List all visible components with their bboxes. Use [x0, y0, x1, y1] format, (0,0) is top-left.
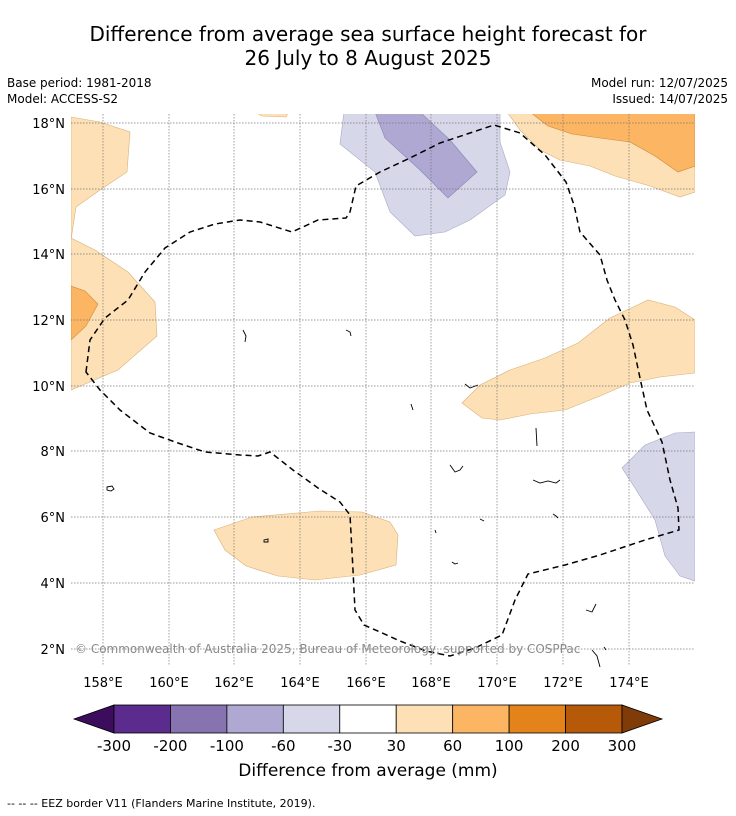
lat-tick-label: 10°N — [32, 380, 65, 395]
colorbar-segment — [113, 704, 171, 734]
lat-tick-label: 8°N — [41, 445, 66, 460]
colorbar-tick-label: -100 — [210, 737, 244, 755]
copyright-notice: © Commonwealth of Australia 2025, Bureau… — [75, 642, 580, 656]
colorbar-segment — [282, 704, 341, 734]
anomaly-region-bottom-center — [213, 510, 399, 581]
model-run: Model run: 12/07/2025 — [590, 76, 728, 90]
island-outline — [585, 603, 597, 613]
colorbar-title: Difference from average (mm) — [238, 761, 498, 781]
island-outlines — [106, 329, 607, 668]
colorbar-segment — [565, 704, 623, 734]
lon-tick-label: 166°E — [346, 676, 386, 691]
colorbar-tick-label: 30 — [387, 737, 406, 755]
island-outline — [451, 561, 459, 565]
anomaly-contours — [71, 114, 695, 582]
lat-tick-label: 14°N — [32, 248, 65, 263]
lon-tick-label: 172°E — [543, 676, 583, 691]
island-outline — [242, 329, 247, 343]
latitude-labels: 18°N 16°N 14°N 12°N 10°N 8°N 6°N 4°N 2°N — [32, 117, 65, 658]
lat-tick-label: 16°N — [32, 183, 65, 198]
colorbar-tick-label: 300 — [608, 737, 637, 755]
gridlines — [71, 114, 695, 666]
lon-tick-label: 164°E — [280, 676, 320, 691]
issued-date: Issued: 14/07/2025 — [612, 92, 728, 106]
colorbar-tick-label: -300 — [97, 737, 131, 755]
colorbar-tick-label: -60 — [271, 737, 296, 755]
island-outline — [410, 403, 414, 411]
lat-tick-label: 6°N — [41, 511, 66, 526]
lat-tick-label: 18°N — [32, 117, 65, 132]
eez-border — [85, 124, 680, 657]
anomaly-region-top-left — [71, 116, 131, 241]
colorbar-segment — [452, 704, 510, 734]
lon-tick-label: 168°E — [411, 676, 451, 691]
island-outline — [449, 464, 464, 473]
lon-tick-label: 174°E — [609, 676, 649, 691]
island-outline — [591, 649, 601, 668]
island-outline — [603, 646, 607, 651]
lat-tick-label: 2°N — [41, 643, 66, 658]
eez-legend-note: -- -- -- EEZ border V11 (Flanders Marine… — [7, 797, 316, 810]
island-outline — [479, 518, 485, 522]
island-outline — [552, 513, 559, 519]
anomaly-region-left-core — [71, 285, 99, 341]
lat-tick-label: 4°N — [41, 577, 66, 592]
meta-left: Base period: 1981-2018 Model: ACCESS-S2 — [7, 75, 152, 107]
lon-tick-label: 162°E — [214, 676, 254, 691]
colorbar-segment — [395, 704, 454, 734]
colorbar-extension-low — [72, 704, 115, 734]
anomaly-region-right-negative — [621, 431, 695, 582]
map-title: Difference from average sea surface heig… — [0, 22, 736, 70]
longitude-labels: 158°E 160°E 162°E 164°E 166°E 168°E 170°E 172°E… — [83, 676, 649, 691]
colorbar-tick-label: 100 — [495, 737, 524, 755]
colorbar-segment — [508, 704, 566, 734]
colorbar-segment — [170, 704, 228, 734]
colorbar-tick-label: 60 — [443, 737, 462, 755]
colorbar-segment — [339, 704, 397, 734]
island-outline — [263, 538, 269, 543]
lon-tick-label: 160°E — [149, 676, 189, 691]
island-outline — [535, 427, 538, 447]
anomaly-region-top-sliver — [258, 114, 288, 118]
island-outline — [464, 383, 479, 389]
colorbar-labels: -300 -200 -100 -60 -30 30 60 100 200 300 — [97, 737, 636, 755]
model-name: Model: ACCESS-S2 — [7, 92, 119, 106]
island-outline — [106, 485, 115, 492]
base-period: Base period: 1981-2018 — [7, 76, 152, 90]
colorbar-tick-label: -30 — [328, 737, 353, 755]
anomaly-region-top-right-core — [532, 114, 695, 173]
lon-tick-label: 158°E — [83, 676, 123, 691]
colorbar-extension-high — [621, 704, 664, 734]
lon-tick-label: 170°E — [477, 676, 517, 691]
lat-tick-label: 12°N — [32, 314, 65, 329]
island-outline — [532, 479, 561, 484]
colorbar-tick-label: 200 — [551, 737, 580, 755]
title-line-1: Difference from average sea surface heig… — [89, 22, 647, 46]
anomaly-region-right-band — [461, 299, 695, 421]
colorbar-segment — [226, 704, 284, 734]
island-outline — [434, 529, 437, 534]
anomaly-region-top-center-negative-core — [375, 114, 478, 199]
title-line-2: 26 July to 8 August 2025 — [244, 46, 492, 70]
colorbar-tick-label: -200 — [153, 737, 187, 755]
island-outline — [345, 329, 352, 337]
anomaly-region-left — [71, 237, 158, 391]
colorbar — [72, 704, 664, 734]
meta-right: Model run: 12/07/2025 Issued: 14/07/2025 — [591, 75, 728, 107]
